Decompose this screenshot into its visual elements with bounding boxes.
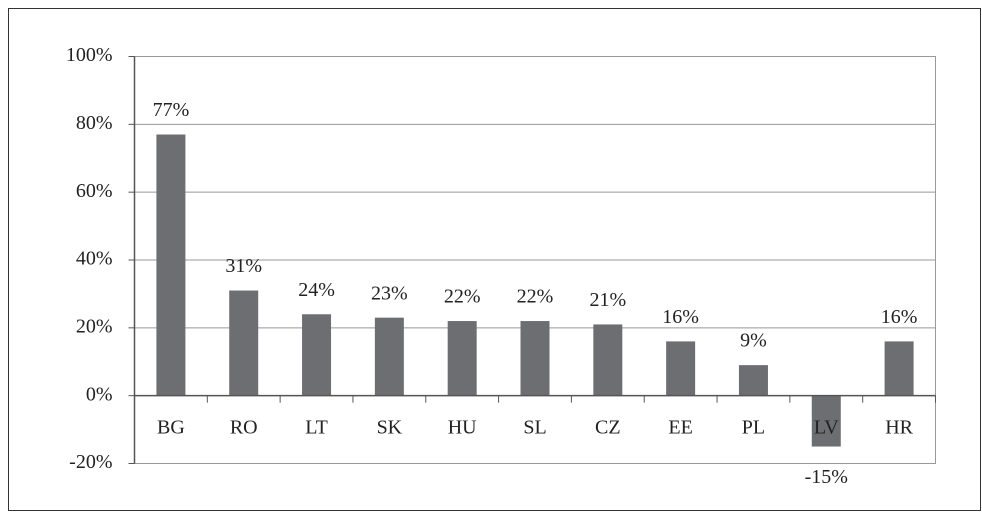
y-tick-label: 0% (86, 383, 113, 405)
bar (884, 341, 914, 396)
value-label: 22% (517, 286, 554, 308)
value-label: 24% (298, 279, 335, 301)
value-label: 21% (589, 289, 626, 311)
bar (811, 395, 841, 447)
bar (738, 365, 768, 396)
x-tick-label: HR (885, 416, 913, 438)
value-label: 9% (740, 330, 767, 352)
y-tick-label: 80% (76, 112, 113, 134)
y-tick-label: 40% (76, 248, 113, 270)
bar (447, 321, 477, 396)
bar (156, 134, 186, 396)
value-label: 22% (444, 286, 481, 308)
value-label: 31% (225, 255, 262, 277)
x-tick-label: EE (668, 416, 692, 438)
x-tick-label: LT (305, 416, 328, 438)
bar (520, 321, 550, 396)
value-label: 23% (371, 282, 408, 304)
bar (229, 290, 259, 396)
bar (374, 317, 404, 396)
y-tick-label: -20% (69, 451, 112, 473)
x-tick-label: LV (814, 416, 839, 438)
value-label: 16% (881, 306, 918, 328)
x-tick-label: BG (157, 416, 185, 438)
y-tick-label: 60% (76, 180, 113, 202)
x-tick-label: SK (377, 416, 403, 438)
bar (593, 324, 623, 396)
y-tick-label: 20% (76, 315, 113, 337)
value-label: -15% (805, 466, 848, 488)
x-tick-label: HU (448, 416, 477, 438)
x-tick-label: CZ (595, 416, 621, 438)
x-tick-label: PL (742, 416, 765, 438)
value-label: 16% (662, 306, 699, 328)
x-tick-label: RO (230, 416, 258, 438)
value-label: 77% (153, 99, 190, 121)
frame (8, 8, 981, 511)
bar (302, 314, 332, 396)
bar (666, 341, 696, 396)
y-tick-label: 100% (66, 44, 113, 66)
x-tick-label: SL (523, 416, 546, 438)
